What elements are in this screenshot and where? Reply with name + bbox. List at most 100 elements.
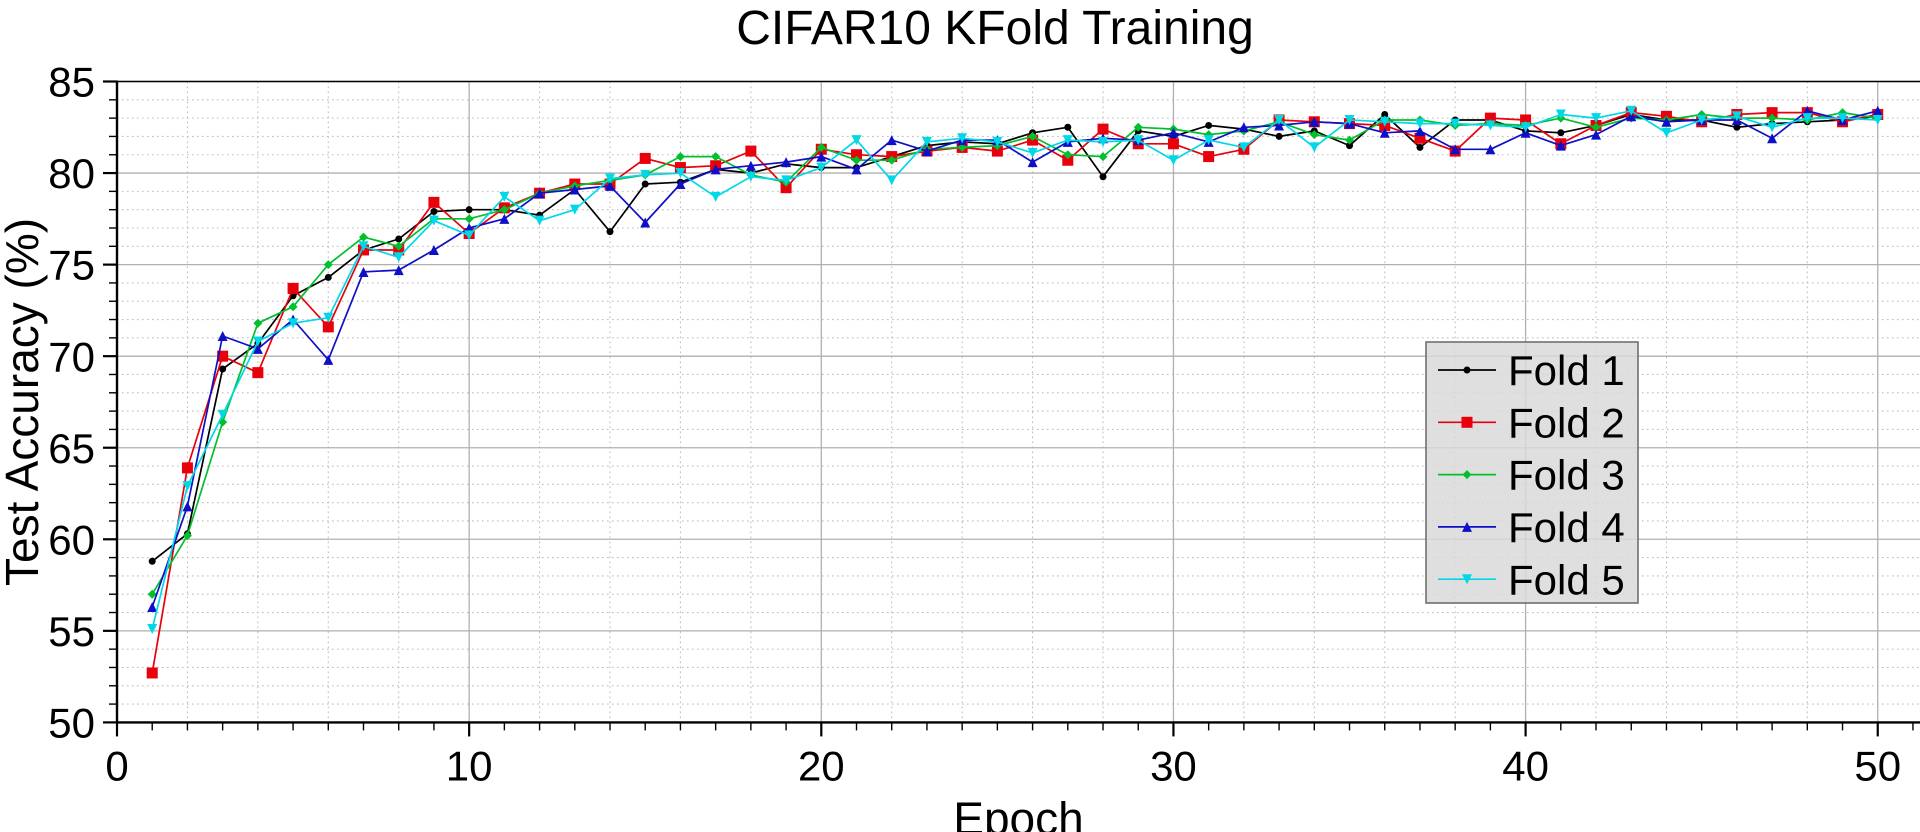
- data-point-marker: [252, 336, 263, 347]
- y-tick-label: 65: [48, 425, 95, 472]
- data-point-marker: [464, 214, 474, 224]
- data-point-marker: [1062, 135, 1073, 146]
- legend-label-fold-3: Fold 3: [1508, 452, 1625, 499]
- data-point-marker: [288, 302, 298, 312]
- data-point-marker: [992, 136, 1003, 147]
- data-point-marker: [147, 624, 158, 635]
- data-point-marker: [852, 155, 862, 165]
- y-axis-label: Test Accuracy (%): [0, 218, 48, 586]
- data-point-marker: [816, 162, 827, 173]
- data-point-marker: [1381, 110, 1389, 118]
- data-point-marker: [569, 184, 580, 195]
- legend-marker-fold-2: [1461, 416, 1473, 428]
- data-point-marker: [887, 155, 897, 165]
- data-point-marker: [499, 213, 510, 224]
- y-tick-label: 55: [48, 608, 95, 655]
- data-point-marker: [287, 282, 299, 294]
- data-point-marker: [921, 136, 932, 147]
- legend-marker-fold-1: [1463, 366, 1471, 374]
- data-point-marker: [781, 157, 792, 168]
- data-point-marker: [851, 149, 863, 161]
- data-point-marker: [1345, 135, 1355, 145]
- legend-marker-fold-5: [1462, 574, 1472, 585]
- data-point-marker: [957, 133, 968, 144]
- data-point-marker: [288, 318, 299, 329]
- data-point-marker: [1591, 113, 1602, 124]
- legend-box: [1425, 341, 1639, 604]
- data-point-marker: [1450, 118, 1461, 129]
- data-point-marker: [323, 354, 334, 365]
- data-point-marker: [1028, 131, 1038, 141]
- data-point-marker: [640, 169, 651, 180]
- data-point-marker: [1767, 113, 1777, 123]
- data-point-marker: [146, 667, 158, 679]
- data-point-marker: [1133, 135, 1144, 146]
- data-point-marker: [428, 244, 439, 255]
- data-point-marker: [1064, 123, 1072, 131]
- data-point-marker: [675, 152, 685, 162]
- data-point-marker: [1626, 105, 1637, 116]
- data-point-marker: [147, 602, 158, 613]
- x-axis-label: Epoch: [953, 792, 1083, 832]
- x-tick-label: 50: [1854, 742, 1901, 789]
- y-tick-label: 75: [48, 242, 95, 289]
- data-point-marker: [323, 312, 334, 323]
- data-point-marker: [252, 367, 264, 379]
- data-point-marker: [1872, 105, 1883, 116]
- data-point-marker: [1167, 138, 1179, 150]
- data-point-marker: [217, 331, 228, 342]
- data-point-marker: [181, 462, 193, 474]
- data-point-marker: [640, 217, 651, 228]
- data-point-marker: [1557, 129, 1565, 137]
- data-point-marker: [781, 175, 792, 186]
- legend-marker-fold-3: [1462, 470, 1472, 480]
- data-point-marker: [1203, 151, 1215, 163]
- legend-label-fold-2: Fold 2: [1508, 399, 1625, 446]
- x-tick-label: 30: [1150, 742, 1197, 789]
- data-point-marker: [253, 318, 263, 328]
- x-tick-label: 20: [798, 742, 845, 789]
- data-point-marker: [1837, 113, 1848, 124]
- data-point-marker: [465, 206, 473, 214]
- data-point-marker: [1133, 122, 1143, 132]
- data-point-marker: [499, 205, 509, 215]
- data-point-marker: [1309, 142, 1320, 153]
- data-point-marker: [1463, 366, 1471, 374]
- data-point-marker: [991, 145, 1003, 157]
- data-point-marker: [1097, 123, 1109, 135]
- data-point-marker: [675, 168, 686, 179]
- data-point-marker: [851, 135, 862, 146]
- data-point-marker: [605, 180, 616, 191]
- data-point-marker: [1205, 121, 1213, 129]
- data-point-marker: [1555, 109, 1566, 120]
- data-point-marker: [252, 343, 263, 354]
- series-line-fold-2: [151, 111, 1878, 674]
- data-point-marker: [1027, 157, 1038, 168]
- data-point-marker: [605, 173, 616, 184]
- data-point-marker: [639, 152, 651, 164]
- data-point-marker: [1462, 574, 1472, 585]
- data-point-marker: [324, 273, 332, 281]
- data-point-marker: [1238, 122, 1249, 133]
- data-point-marker: [1275, 132, 1283, 140]
- data-point-marker: [816, 151, 827, 162]
- data-point-marker: [1309, 116, 1320, 127]
- data-point-marker: [1344, 114, 1355, 125]
- data-point-marker: [1520, 122, 1531, 133]
- data-point-marker: [745, 145, 757, 157]
- data-point-marker: [1027, 147, 1038, 158]
- y-tick-label: 80: [48, 150, 95, 197]
- legend-label-fold-5: Fold 5: [1508, 556, 1625, 603]
- data-point-marker: [1767, 122, 1778, 133]
- data-point-marker: [745, 171, 756, 182]
- data-point-marker: [1099, 173, 1107, 181]
- data-point-marker: [675, 179, 686, 190]
- data-point-marker: [1274, 114, 1285, 125]
- data-point-marker: [428, 215, 439, 226]
- data-point-marker: [1520, 127, 1531, 138]
- legend-label-fold-1: Fold 1: [1508, 347, 1625, 394]
- data-point-marker: [1462, 470, 1472, 480]
- data-point-marker: [851, 164, 862, 175]
- series-line-fold-5: [151, 109, 1878, 630]
